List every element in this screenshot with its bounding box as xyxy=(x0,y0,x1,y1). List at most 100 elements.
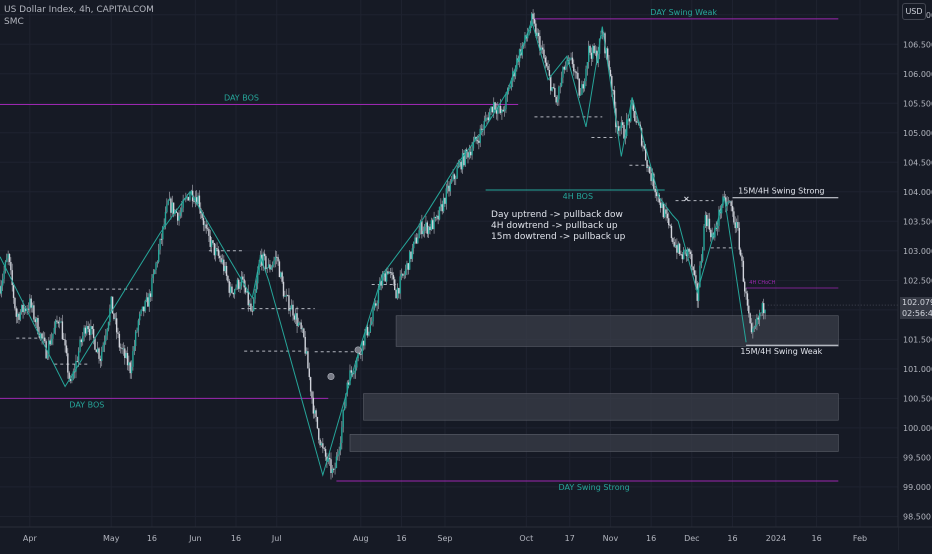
candle-body xyxy=(107,322,110,330)
time-tick-label: 16 xyxy=(727,534,737,543)
candle-body xyxy=(470,151,472,156)
candle-body xyxy=(60,321,62,323)
candle-body xyxy=(144,301,146,312)
candle-body xyxy=(58,322,61,324)
candle-body xyxy=(490,106,492,112)
candle-body xyxy=(315,410,317,417)
candle-body xyxy=(457,165,460,169)
candle-body xyxy=(479,128,481,143)
candle-body xyxy=(495,109,498,114)
currency-button[interactable]: USD xyxy=(902,3,926,20)
time-axis[interactable]: Apr May 16 Jun 16 Jul Aug 16 Sep Oct 17 Nov 16 Dec 16 2… xyxy=(0,526,932,550)
candle-body xyxy=(311,391,313,398)
candle-body xyxy=(372,309,374,322)
candle-body xyxy=(402,273,404,276)
candle-body xyxy=(750,323,753,333)
price-tick-label: 105.000 xyxy=(903,129,932,138)
candle-body xyxy=(202,218,205,225)
candle-body xyxy=(286,295,289,296)
candle-body xyxy=(494,102,496,110)
candle-body xyxy=(756,317,758,326)
candle-body xyxy=(471,148,473,156)
candle-body xyxy=(666,213,669,219)
candle-body xyxy=(289,309,291,311)
candle-body xyxy=(646,160,648,168)
candle-body xyxy=(731,206,734,212)
candle-body xyxy=(642,145,644,147)
candle-body xyxy=(195,197,198,204)
candle-body xyxy=(201,213,203,219)
indicator-label[interactable]: SMC xyxy=(4,17,24,27)
candle-body xyxy=(177,212,179,221)
candle-body xyxy=(601,34,603,36)
candle-body xyxy=(80,339,83,343)
candle-body xyxy=(251,310,254,312)
candle-body xyxy=(643,146,646,149)
candle-body xyxy=(360,353,362,355)
candle-body xyxy=(403,274,405,276)
symbol-title[interactable]: US Dollar Index, 4h, CAPITALCOM xyxy=(4,5,154,15)
candle-body xyxy=(543,49,545,58)
candle-body xyxy=(545,62,548,67)
time-tick-label: Nov xyxy=(603,534,619,543)
candle-body xyxy=(608,60,610,70)
candle-body xyxy=(760,312,762,314)
candle-body xyxy=(232,292,235,295)
candle-body xyxy=(704,215,707,226)
candle-body xyxy=(65,345,68,354)
structure-zigzag-line xyxy=(0,19,747,477)
candle-body xyxy=(356,358,358,368)
candle-body xyxy=(442,198,445,212)
candle-body xyxy=(658,194,660,203)
price-tick-label: 99.500 xyxy=(903,453,931,462)
candle-body xyxy=(730,201,732,207)
candle-body xyxy=(54,320,57,328)
candle-body xyxy=(558,86,560,100)
candle-body xyxy=(96,348,99,353)
candle-body xyxy=(554,88,556,97)
candle-body xyxy=(582,84,584,89)
candle-body xyxy=(436,215,438,218)
candle-body xyxy=(50,338,53,345)
candle-body xyxy=(109,308,111,323)
candle-body xyxy=(411,248,414,259)
candle-body xyxy=(742,260,745,282)
candle-body xyxy=(528,31,530,35)
candle-body xyxy=(297,322,300,326)
candle-body xyxy=(248,303,251,306)
candle-body xyxy=(375,303,377,306)
candle-body xyxy=(541,47,544,50)
candle-body xyxy=(338,450,340,455)
candle-body xyxy=(735,222,738,229)
candle-body xyxy=(579,94,582,96)
candle-body xyxy=(147,297,149,307)
candle-body xyxy=(296,313,298,326)
candle-body xyxy=(83,327,85,337)
candle-body xyxy=(323,448,325,450)
candle-body xyxy=(657,194,659,197)
candle-body xyxy=(590,52,593,59)
candle-body xyxy=(635,121,637,123)
candle-body xyxy=(30,298,32,308)
candle-body xyxy=(571,57,574,65)
candle-body xyxy=(636,121,639,123)
candle-body xyxy=(498,105,500,109)
candle-body xyxy=(56,320,58,322)
candle-body xyxy=(99,358,102,361)
candle-body xyxy=(318,428,320,440)
candle-body xyxy=(61,321,64,340)
candle-body xyxy=(345,393,347,407)
price-tick-label: 105.500 xyxy=(903,99,932,108)
candle-body xyxy=(701,250,704,261)
price-axis[interactable]: 107.000106.500106.000105.500105.000104.5… xyxy=(897,0,932,550)
candle-body xyxy=(607,48,609,61)
candle-body xyxy=(312,397,315,414)
price-tick-label: 98.500 xyxy=(903,512,931,521)
candle-body xyxy=(562,66,564,78)
candle-body xyxy=(662,203,665,218)
candle-body xyxy=(404,269,407,275)
candle-body xyxy=(118,333,121,348)
time-tick-label: 16 xyxy=(231,534,241,543)
